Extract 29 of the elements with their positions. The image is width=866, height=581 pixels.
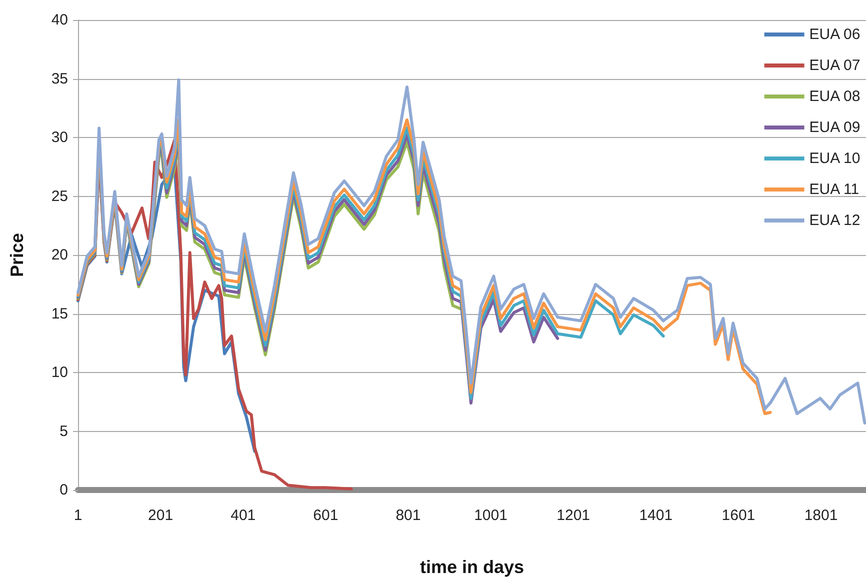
x-tick-label: 1201 — [556, 507, 590, 524]
legend-label: EUA 06 — [809, 26, 860, 43]
y-tick-label: 10 — [51, 364, 68, 381]
x-tick-label: 201 — [148, 507, 174, 524]
x-tick-label: 1601 — [722, 507, 756, 524]
y-tick-label: 20 — [51, 246, 68, 264]
y-tick-label: 30 — [51, 129, 68, 146]
legend-label: EUA 07 — [809, 57, 860, 74]
x-tick-label: 1 — [74, 507, 82, 524]
x-tick-label: 601 — [313, 507, 338, 524]
y-tick-label: 15 — [51, 305, 68, 322]
x-axis-title: time in days — [420, 557, 524, 577]
y-axis-title: Price — [7, 232, 27, 278]
y-tick-label: 25 — [51, 188, 68, 205]
x-tick-label: 1401 — [639, 507, 673, 524]
x-tick-label: 401 — [230, 507, 256, 524]
y-tick-label: 40 — [51, 12, 68, 28]
legend-label: EUA 09 — [809, 119, 860, 136]
y-tick-label: 0 — [60, 482, 68, 498]
legend-label: EUA 10 — [809, 150, 860, 167]
x-tick-label: 1801 — [804, 507, 838, 524]
y-tick-label: 35 — [51, 70, 68, 88]
x-tick-label: 1001 — [474, 507, 508, 524]
legend-label: EUA 08 — [809, 88, 860, 105]
line-series — [76, 78, 866, 425]
legend-label: EUA 11 — [809, 181, 860, 198]
legend-label: EUA 12 — [809, 212, 860, 229]
x-tick-label: 801 — [396, 507, 421, 524]
y-tick-label: 5 — [60, 422, 68, 440]
